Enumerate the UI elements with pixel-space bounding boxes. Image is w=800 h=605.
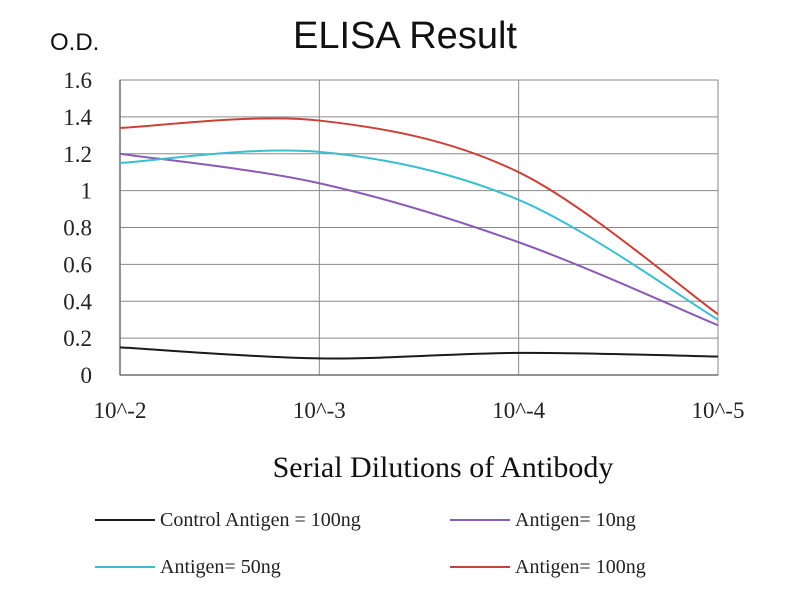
y-tick-label: 1.4	[63, 105, 92, 130]
y-axis-label: O.D.	[50, 29, 99, 56]
x-tick-label: 10^-3	[293, 398, 346, 423]
x-tick-label: 10^-2	[94, 398, 147, 423]
x-axis-label: Serial Dilutions of Antibody	[273, 451, 614, 484]
series-line-1	[119, 152, 719, 327]
x-tick-label: 10^-5	[692, 398, 745, 423]
legend-label-2: Antigen= 50ng	[160, 556, 281, 578]
chart-title: ELISA Result	[293, 15, 517, 57]
x-tick-label: 10^-4	[492, 398, 545, 423]
y-tick-label: 1.6	[63, 68, 92, 93]
legend-label-3: Antigen= 100ng	[515, 556, 646, 578]
legend-label-0: Control Antigen = 100ng	[160, 509, 361, 531]
series-line-3	[119, 117, 719, 315]
plot-area: 0 0.2 0.4 0.6 0.8 1 1.2 1.4 1.6 10^-2 10^-3 10^-4 10…	[63, 68, 744, 423]
y-tick-label: 0	[81, 363, 93, 388]
series-line-2	[119, 149, 719, 321]
y-tick-label: 0.4	[63, 289, 92, 314]
y-tick-label: 1.2	[63, 142, 92, 167]
legend: Control Antigen = 100ng Antigen= 10ng Anti…	[95, 509, 646, 578]
y-tick-label: 0.2	[63, 326, 92, 351]
legend-label-1: Antigen= 10ng	[515, 509, 636, 531]
y-tick-label: 1	[81, 179, 93, 204]
y-tick-label: 0.8	[63, 216, 92, 241]
series-line-0	[119, 346, 719, 360]
y-tick-label: 0.6	[63, 252, 92, 277]
